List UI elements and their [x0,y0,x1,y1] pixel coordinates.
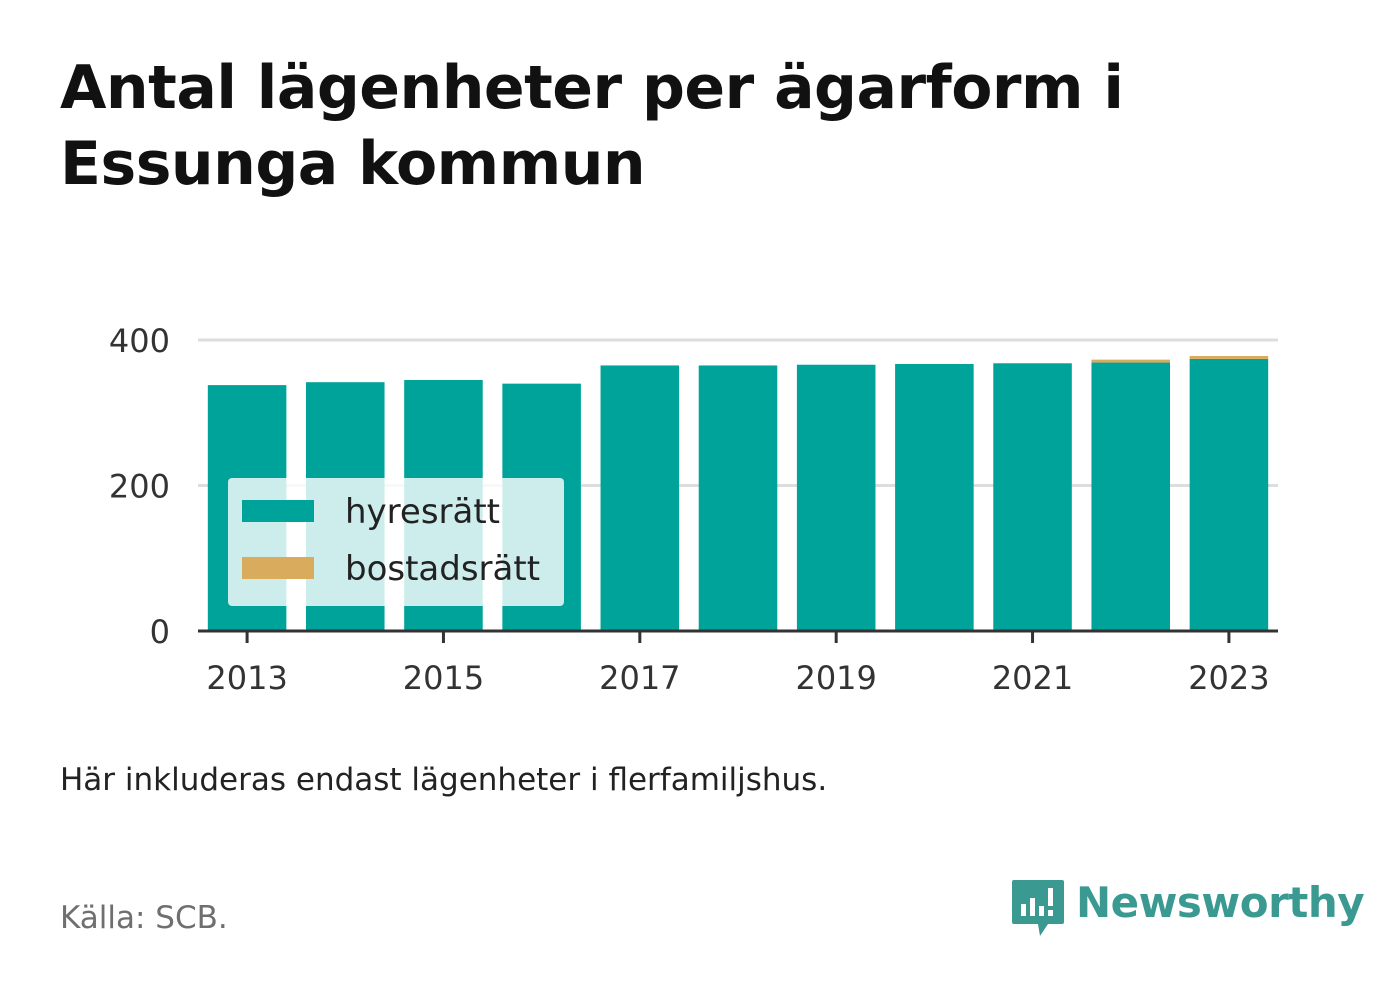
bar-hyresratt-2021 [993,363,1072,631]
bar-hyresratt-2023 [1189,358,1269,631]
x-tick-label: 2017 [599,659,680,697]
legend-swatch-hyresratt [242,500,314,522]
legend: hyresrätt bostadsrätt [228,478,564,606]
legend-label-hyresratt: hyresrätt [345,492,500,532]
axes: 0 200 400 2013 2015 2017 2019 2021 2023 [109,322,1278,697]
newsworthy-logo-icon [1012,880,1064,936]
x-tick-label: 2013 [206,659,287,697]
x-tick-label: 2021 [992,659,1073,697]
chart-title: Antal lägenheter per ägarform i Essunga … [60,53,1124,199]
bar-bostadsratt-2023 [1189,356,1269,359]
bar-hyresratt-2017 [600,365,680,631]
y-tick-label: 200 [109,468,170,506]
bar-bostadsratt-2022 [1091,359,1170,363]
x-tick-label: 2015 [403,659,484,697]
legend-swatch-bostadsratt [242,557,314,579]
bar-hyresratt-2022 [1091,362,1170,631]
source-label: Källa: SCB. [60,900,228,936]
bar-hyresratt-2020 [895,364,974,631]
x-tick-label: 2019 [795,659,876,697]
bar-hyresratt-2019 [796,364,876,631]
chart-note: Här inkluderas endast lägenheter i flerf… [60,762,828,798]
y-tick-label: 0 [150,613,170,651]
x-tick-label: 2023 [1188,659,1269,697]
brand[interactable]: Newsworthy [1010,878,1365,942]
bar-chart: 0 200 400 2013 2015 2017 2019 2021 2023 hyresrät… [109,322,1278,697]
legend-label-bostadsratt: bostadsrätt [345,549,540,589]
y-tick-label: 400 [109,322,170,360]
bar-hyresratt-2018 [698,365,778,631]
brand-name: Newsworthy [1076,878,1365,927]
